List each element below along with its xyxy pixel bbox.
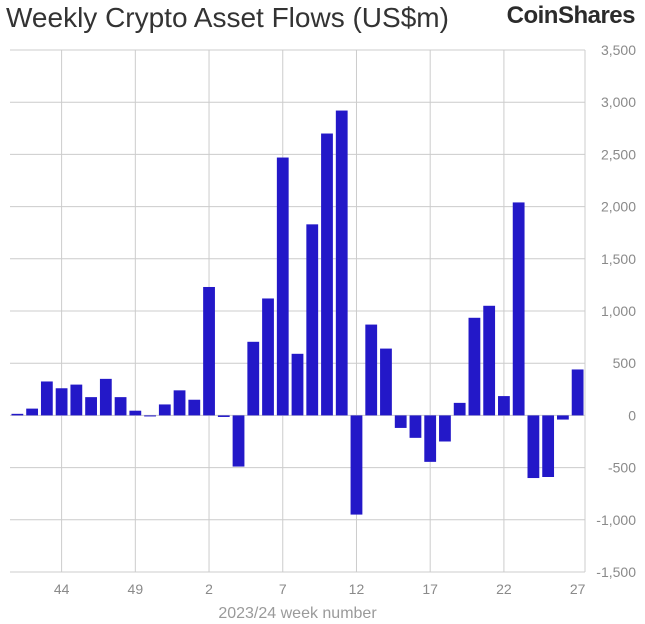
bar-week-41 — [11, 413, 24, 416]
bar-week-13 — [365, 324, 378, 416]
x-tick-label: 44 — [54, 581, 70, 597]
bar-week-8 — [291, 353, 304, 416]
x-tick-label: 49 — [128, 581, 144, 597]
x-tick-label: 2 — [205, 581, 213, 597]
bar-week-51 — [158, 404, 171, 416]
y-tick-label: -500 — [608, 460, 636, 476]
bar-week-16 — [409, 415, 422, 438]
bar-week-20 — [468, 317, 481, 416]
bar-week-6 — [262, 298, 274, 416]
bar-week-4 — [232, 415, 245, 467]
x-tick-label: 27 — [570, 581, 586, 597]
bar-week-45 — [70, 384, 83, 416]
bar-week-47 — [99, 378, 112, 416]
bar-week-52 — [173, 390, 186, 416]
y-tick-label: 3,000 — [601, 94, 636, 110]
bar-week-2 — [203, 286, 215, 416]
bar-week-44 — [55, 388, 68, 416]
bar-week-46 — [85, 397, 97, 416]
bar-week-18 — [439, 415, 451, 442]
bar-week-42 — [26, 408, 39, 416]
chart-title: Weekly Crypto Asset Flows (US$m) — [6, 2, 449, 33]
x-tick-label: 22 — [496, 581, 512, 597]
bar-week-1 — [188, 399, 201, 416]
bar-week-23 — [512, 202, 525, 416]
grid-lines — [10, 49, 586, 573]
bar-week-27 — [571, 369, 584, 416]
bar-week-5 — [247, 341, 260, 416]
bar-week-22 — [498, 396, 510, 416]
bar-week-25 — [542, 415, 555, 477]
bar-week-12 — [350, 415, 363, 515]
y-tick-label: -1,500 — [596, 564, 636, 580]
bar-week-7 — [276, 157, 289, 416]
bar-week-21 — [483, 305, 496, 416]
bar-week-24 — [527, 415, 540, 479]
x-tick-label: 7 — [279, 581, 287, 597]
y-tick-label: 1,000 — [601, 303, 636, 319]
x-tick-label: 17 — [422, 581, 438, 597]
x-tick-label: 12 — [349, 581, 365, 597]
y-tick-label: 1,500 — [601, 251, 636, 267]
bar-week-19 — [453, 402, 466, 416]
brand-logo: CoinShares — [506, 2, 636, 29]
bar-week-49 — [129, 410, 142, 416]
bar-week-17 — [424, 415, 437, 462]
bar-week-14 — [380, 348, 392, 416]
bar-week-43 — [40, 381, 53, 416]
bar-week-11 — [335, 110, 348, 416]
x-axis-ticks: 44 49 2 7 12 17 22 27 — [54, 581, 586, 597]
bar-week-9 — [306, 224, 319, 416]
bars — [11, 110, 584, 515]
y-tick-label: 2,500 — [601, 146, 636, 162]
y-tick-label: 3,500 — [601, 42, 636, 58]
y-axis-ticks: 3,500 3,000 2,500 2,000 1,500 1,000 500 0 -500 -1… — [596, 42, 636, 580]
y-tick-label: 0 — [628, 407, 636, 423]
y-tick-label: 500 — [613, 355, 637, 371]
x-axis-label: 2023/24 week number — [218, 605, 377, 622]
y-tick-label: -1,000 — [596, 512, 636, 528]
bar-week-50 — [144, 415, 156, 417]
y-tick-label: 2,000 — [601, 199, 636, 215]
bar-week-48 — [114, 397, 127, 416]
bar-week-3 — [217, 415, 230, 417]
bar-week-15 — [394, 415, 407, 428]
bar-week-10 — [321, 133, 333, 416]
bar-week-26 — [556, 415, 569, 420]
